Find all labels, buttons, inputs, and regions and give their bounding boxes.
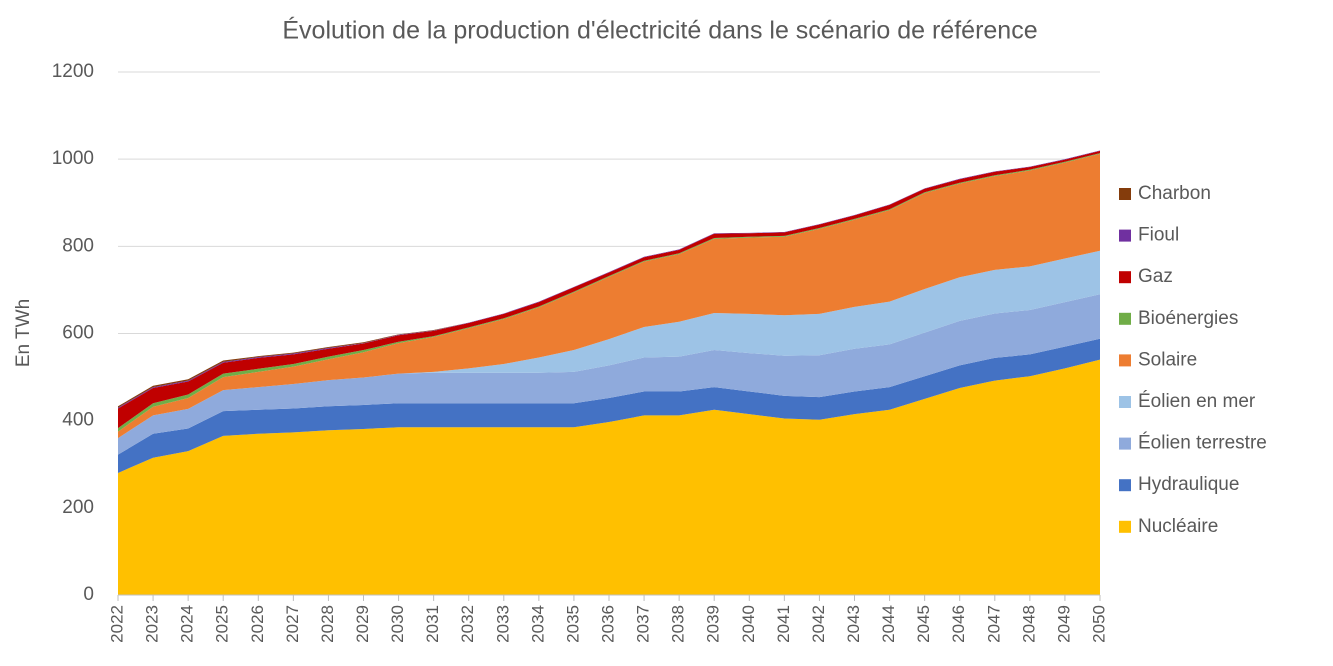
legend-swatch [1119,479,1131,492]
x-tick-label: 2031 [423,605,442,643]
legend-label: Éolien en mer [1138,391,1256,412]
x-tick-label: 2049 [1054,605,1073,643]
legend-label: Éolien terrestre [1138,433,1267,454]
legend-swatch [1119,312,1131,325]
legend-swatch [1119,188,1131,200]
x-tick-label: 2040 [739,605,758,643]
x-tick-label: 2029 [353,605,372,643]
area [118,150,1100,409]
y-tick-label: 200 [62,497,94,518]
legend-swatch [1119,520,1131,533]
x-tick-label: 2050 [1089,605,1108,643]
area [118,294,1100,455]
x-tick-label: 2047 [984,605,1003,643]
x-tick-label: 2046 [949,605,968,643]
x-tick-label: 2023 [143,605,162,643]
legend-label: Hydraulique [1138,474,1239,495]
legend-label: Charbon [1138,183,1211,204]
y-tick-label: 1200 [52,61,94,82]
area [118,250,1100,439]
x-tick-label: 2032 [458,605,477,643]
chart-title: Évolution de la production d'électricité… [282,16,1037,45]
area [118,153,1100,439]
y-tick-label: 1000 [52,148,94,169]
x-tick-label: 2041 [774,605,793,643]
x-tick-label: 2035 [563,605,582,643]
legend-swatch [1119,354,1131,367]
x-tick-label: 2042 [809,605,828,643]
legend-swatch [1119,229,1131,242]
y-axis-label: En TWh [13,299,34,367]
x-tick-label: 2039 [704,605,723,643]
legend-label: Fioul [1138,225,1179,246]
area [118,359,1100,595]
x-tick-label: 2022 [107,605,126,643]
x-tick-label: 2037 [634,605,653,643]
x-tick-label: 2043 [844,605,863,643]
y-tick-label: 600 [62,323,94,344]
x-tick-label: 2044 [879,605,898,643]
x-tick-label: 2030 [388,605,407,643]
legend-swatch [1119,437,1131,450]
legend-label: Gaz [1138,266,1173,287]
x-tick-label: 2048 [1019,605,1038,643]
y-tick-label: 400 [62,410,94,431]
x-tick-label: 2024 [178,605,197,643]
x-tick-label: 2028 [318,605,337,643]
x-tick-label: 2036 [598,605,617,643]
legend-label: Solaire [1138,349,1197,370]
y-tick-label: 800 [62,235,94,256]
y-tick-label: 0 [83,584,94,605]
legend-swatch [1119,271,1131,284]
x-tick-label: 2045 [914,605,933,643]
legend-label: Nucléaire [1138,516,1218,537]
x-tick-label: 2034 [528,605,547,643]
area [118,338,1100,473]
x-tick-label: 2025 [213,605,232,643]
x-tick-label: 2026 [248,605,267,643]
x-tick-label: 2027 [283,605,302,643]
x-tick-label: 2038 [669,605,688,643]
legend-swatch [1119,396,1131,408]
legend-label: Bioénergies [1138,308,1238,329]
x-tick-label: 2033 [493,605,512,643]
